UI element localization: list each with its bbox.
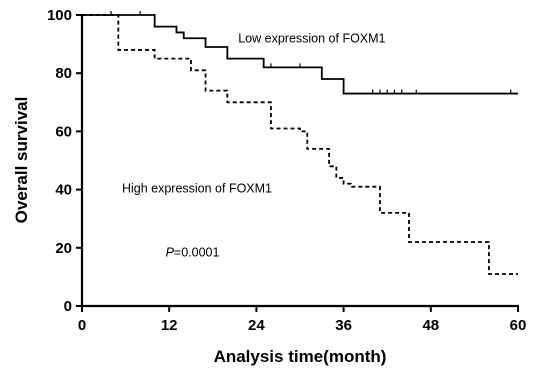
axes	[80, 14, 519, 308]
x-tick-label: 36	[335, 317, 352, 334]
y-tick-label: 80	[55, 65, 72, 82]
plot-marks	[82, 11, 518, 275]
series-line-low-expression	[82, 14, 518, 95]
low-expression-label: Low expression of FOXM1	[238, 32, 385, 46]
y-tick-label: 100	[47, 7, 72, 24]
y-tick-label: 40	[55, 182, 72, 199]
x-tick-label: 48	[422, 317, 439, 334]
y-tick-label: 20	[55, 240, 72, 257]
x-axis-label: Analysis time(month)	[214, 347, 387, 366]
x-tick-label: 0	[78, 317, 86, 334]
series-line-high-expression	[82, 14, 518, 275]
x-tick-label: 12	[161, 317, 178, 334]
x-ticks: 0 12 24 36 48 60	[78, 306, 527, 334]
p-symbol: P	[166, 246, 175, 260]
p-value-label: P=0.0001	[166, 246, 220, 260]
p-value: =0.0001	[174, 246, 220, 260]
y-axis-label: Overall survival	[12, 97, 31, 224]
x-tick-label: 60	[510, 317, 527, 334]
y-tick-label: 0	[64, 298, 72, 315]
x-tick-label: 24	[248, 317, 265, 334]
y-ticks: 0 20 40 60 80 100	[47, 7, 82, 315]
y-tick-label: 60	[55, 123, 72, 140]
high-expression-label: High expression of FOXM1	[122, 182, 272, 196]
